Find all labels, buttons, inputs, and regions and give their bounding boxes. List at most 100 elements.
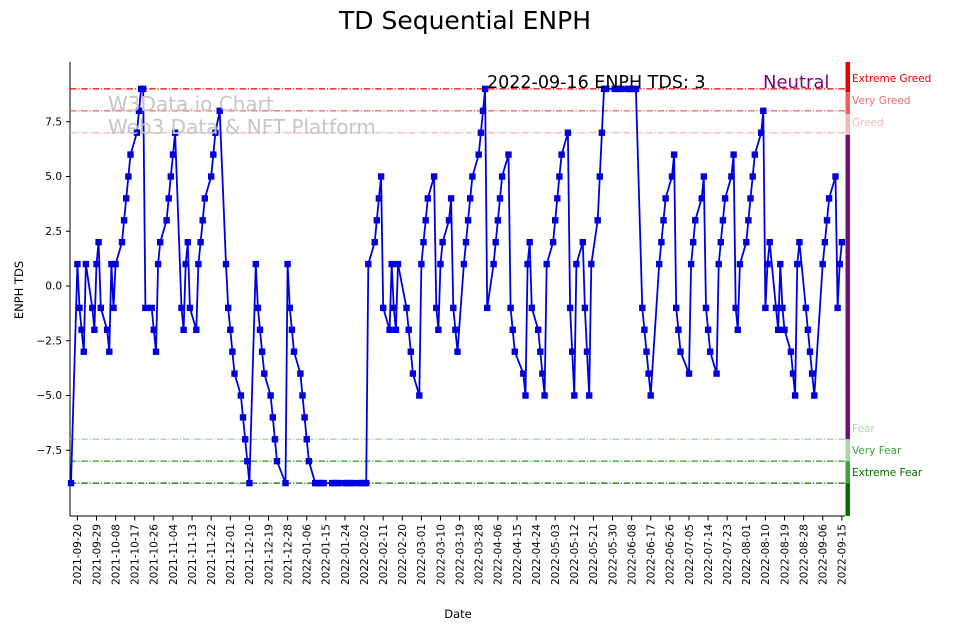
data-point-marker	[420, 239, 427, 246]
sentiment-badge: Neutral	[763, 72, 830, 93]
data-point-marker	[125, 173, 132, 180]
data-point-marker	[244, 458, 251, 465]
watermark-line1: W3Data.io Chart	[108, 92, 274, 116]
data-point-marker	[673, 304, 680, 312]
data-point-marker	[524, 260, 531, 268]
data-point-marker	[169, 151, 177, 158]
data-point-marker	[106, 348, 113, 355]
data-point-marker	[186, 304, 194, 312]
data-point-marker	[127, 151, 134, 158]
data-point-marker	[743, 239, 750, 246]
data-point-marker	[142, 304, 149, 312]
data-point-marker	[91, 326, 98, 333]
y-tick-label: −5.0	[37, 390, 63, 402]
x-tick-label: 2022-03-28	[474, 524, 486, 585]
data-point-marker	[80, 348, 87, 355]
data-point-marker	[781, 326, 788, 333]
data-point-marker	[734, 326, 741, 333]
data-point-marker	[564, 129, 572, 136]
data-point-marker	[157, 239, 164, 246]
x-tick-label: 2022-08-28	[798, 524, 810, 585]
data-point-marker	[435, 326, 442, 333]
tds-series-line	[70, 88, 843, 485]
data-point-marker	[212, 129, 219, 136]
data-point-marker	[464, 217, 472, 224]
x-tick-label: 2022-06-17	[646, 524, 658, 585]
data-point-marker	[505, 151, 512, 158]
data-point-marker	[305, 458, 313, 465]
data-point-marker	[789, 370, 797, 377]
data-point-marker	[749, 173, 756, 180]
data-point-marker	[89, 304, 96, 312]
data-point-marker	[522, 392, 529, 399]
data-point-marker	[520, 370, 527, 377]
data-point-marker	[180, 326, 187, 333]
data-point-marker	[477, 129, 485, 136]
data-point-marker	[528, 304, 535, 312]
data-point-marker	[152, 348, 160, 355]
data-point-marker	[687, 260, 695, 268]
data-point-marker	[571, 392, 578, 399]
data-point-marker	[758, 129, 765, 136]
x-tick-label: 2022-04-06	[493, 524, 505, 585]
x-tick-label: 2022-05-30	[607, 524, 619, 585]
data-point-marker	[598, 129, 606, 136]
data-point-marker	[677, 348, 684, 355]
data-point-marker	[794, 260, 801, 268]
data-point-marker	[403, 304, 410, 312]
data-point-marker	[760, 107, 767, 114]
data-point-marker	[135, 107, 143, 114]
data-point-marker	[556, 173, 563, 180]
y-tick-label: −7.5	[37, 445, 63, 457]
x-tick-label: 2022-06-26	[665, 524, 677, 585]
data-point-marker	[422, 217, 429, 224]
data-point-marker	[479, 107, 487, 114]
data-point-marker	[208, 173, 215, 180]
data-point-marker	[450, 304, 457, 312]
x-tick-label: 2022-06-08	[626, 524, 638, 585]
data-point-marker	[103, 326, 111, 333]
data-point-marker	[596, 173, 603, 180]
data-point-marker	[730, 151, 737, 158]
data-point-marker	[668, 173, 676, 180]
data-point-marker	[167, 173, 174, 180]
data-point-marker	[303, 436, 310, 443]
x-tick-label: 2021-09-20	[72, 524, 84, 585]
data-point-marker	[588, 260, 595, 268]
data-point-marker	[772, 304, 780, 312]
data-point-marker	[288, 326, 296, 333]
data-point-marker	[539, 370, 546, 377]
data-point-marker	[775, 326, 782, 333]
data-point-marker	[819, 260, 826, 268]
data-point-marker	[732, 304, 739, 312]
data-point-marker	[736, 260, 744, 268]
data-point-marker	[133, 129, 141, 136]
data-point-marker	[246, 479, 253, 487]
data-point-marker	[490, 260, 497, 268]
data-point-marker	[74, 260, 81, 268]
data-point-marker	[462, 239, 470, 246]
data-point-marker	[184, 239, 191, 246]
data-point-marker	[554, 195, 561, 202]
data-point-marker	[445, 217, 453, 224]
data-point-marker	[258, 348, 266, 355]
data-point-marker	[271, 436, 279, 443]
x-tick-label: 2022-03-19	[454, 524, 466, 585]
data-point-marker	[549, 239, 557, 246]
data-point-marker	[182, 260, 189, 268]
data-point-marker	[195, 260, 202, 268]
data-point-marker	[469, 173, 476, 180]
data-point-marker	[171, 129, 179, 136]
data-point-marker	[825, 195, 833, 202]
data-point-marker	[573, 260, 580, 268]
sentiment-gauge-segment	[845, 62, 850, 93]
data-point-marker	[373, 217, 380, 224]
data-point-marker	[82, 260, 90, 268]
data-point-marker	[791, 392, 799, 399]
data-point-marker	[838, 239, 846, 246]
data-point-marker	[832, 173, 839, 180]
x-tick-label: 2021-12-10	[244, 524, 256, 585]
data-point-marker	[123, 195, 130, 202]
data-point-marker	[165, 195, 172, 202]
